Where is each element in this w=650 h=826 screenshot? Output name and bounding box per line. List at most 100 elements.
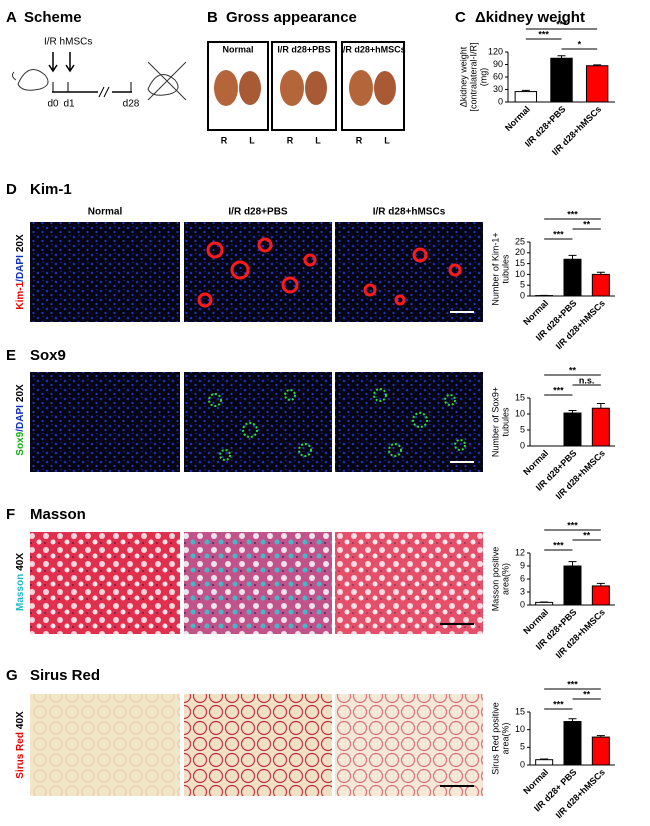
side-label: R [287,135,294,145]
panel-letter: C [455,9,466,26]
panel-letter: G [6,667,18,684]
side-label: R [221,135,228,145]
y-axis-label: area(%) [500,563,510,595]
y-tick-label: 0 [520,599,525,609]
error-bar [568,254,577,260]
error-bar [568,561,577,566]
y-tick-label: 60 [493,71,503,81]
bar [585,65,609,103]
panel-title: Scheme [24,9,82,26]
stain: Sox9 [15,431,26,455]
kidney [374,71,396,105]
y-tick-label: 15 [515,706,525,716]
y-tick-label: 12 [515,547,525,557]
panel-title: Sirus Red [30,667,100,684]
treatment-label: I/R hMSCs [44,37,92,48]
bar [591,407,610,447]
x-tick-label: Normal [503,104,532,133]
y-axis-label: [contralateral-I/R] [468,42,478,111]
y-tick-label: 30 [493,84,503,94]
y-tick-label: 0 [520,759,525,769]
bar [563,721,582,766]
error-bar [521,89,530,92]
micrograph [184,372,332,472]
y-tick-label: 15 [515,258,525,268]
y-axis-label: area(%) [500,722,510,754]
timeline-break [98,86,110,98]
counterstain: /DAPI [15,405,26,432]
mouse-sketch [11,69,49,91]
sox9-stain [208,389,312,461]
column-header: I/R d28+hMSCs [373,207,446,218]
kidney [239,71,261,105]
y-tick-label: 0 [520,440,525,450]
arrows [48,52,75,73]
significance-label: *** [538,29,549,39]
micrograph [30,694,180,796]
x-tick-label: I/R d28+hMSCs [554,448,607,501]
stain: Kim-1 [15,281,26,309]
micrograph [335,532,483,634]
significance-label: *** [567,679,578,689]
y-axis-label: tubules [500,407,510,437]
significance-label: *** [567,209,578,219]
y-tick-label: 5 [520,280,525,290]
significance-label: *** [567,520,578,530]
micrograph [30,532,180,634]
panel-title: Gross appearance [226,9,357,26]
y-tick-label: 90 [493,59,503,69]
y-axis-label: Number of Sox9+ [490,387,500,457]
significance-label: * [578,39,582,49]
error-bar [596,582,605,586]
micrograph [335,694,483,796]
panel-letter: F [6,506,15,523]
y-axis-label: Number of Kim-1+ [490,232,500,305]
stain: Masson [15,574,26,611]
error-bar [568,718,577,722]
panel-letter: E [6,347,16,364]
y-tick-label: 10 [515,408,525,418]
panel-title: Kim-1 [30,181,72,198]
micrograph [184,694,332,796]
x-tick-label: I/R d28+hMSCs [554,607,607,660]
y-tick-label: 0 [498,96,503,106]
group-label: I/R d28+hMSCs [340,44,405,54]
x-tick-label: I/R d28+hMSCs [554,298,607,351]
group-label: I/R d28+PBS [277,44,330,54]
significance-label: *** [553,229,564,239]
y-tick-label: 20 [515,247,525,257]
kidney [214,70,238,106]
significance-label: *** [553,699,564,709]
panel-letter: D [6,181,17,198]
day-label: d28 [123,99,140,110]
y-tick-label: 5 [520,742,525,752]
error-bar [596,271,605,275]
kim1-stain [197,237,317,308]
kim1-stain [363,247,462,306]
micrograph [335,372,483,472]
bar-chart: 0 30 60 90 120 Δkidney weight [contralateral-I… [458,19,615,157]
counterstain: /DAPI [15,255,26,282]
y-tick-label: 6 [520,573,525,583]
bar [591,585,610,606]
kidney [305,71,327,105]
y-tick-label: 9 [520,560,525,570]
cross [147,61,187,101]
bar [563,258,582,297]
bar [535,601,554,606]
panel-E: E Sox9 [6,347,66,364]
stain: Sirus Red [15,732,26,779]
micrograph [184,532,332,634]
panel-title: Masson [30,506,86,523]
panel-title: Δkidney weight [475,9,585,26]
micrograph [30,372,180,472]
y-tick-label: 5 [520,424,525,434]
panel-F: F Masson [6,506,86,523]
panel-title: Sox9 [30,347,66,364]
panel-letter: A [6,9,17,26]
significance-label: *** [556,19,567,29]
y-axis-label: Δkidney weight [458,46,468,107]
error-bar [593,64,602,66]
